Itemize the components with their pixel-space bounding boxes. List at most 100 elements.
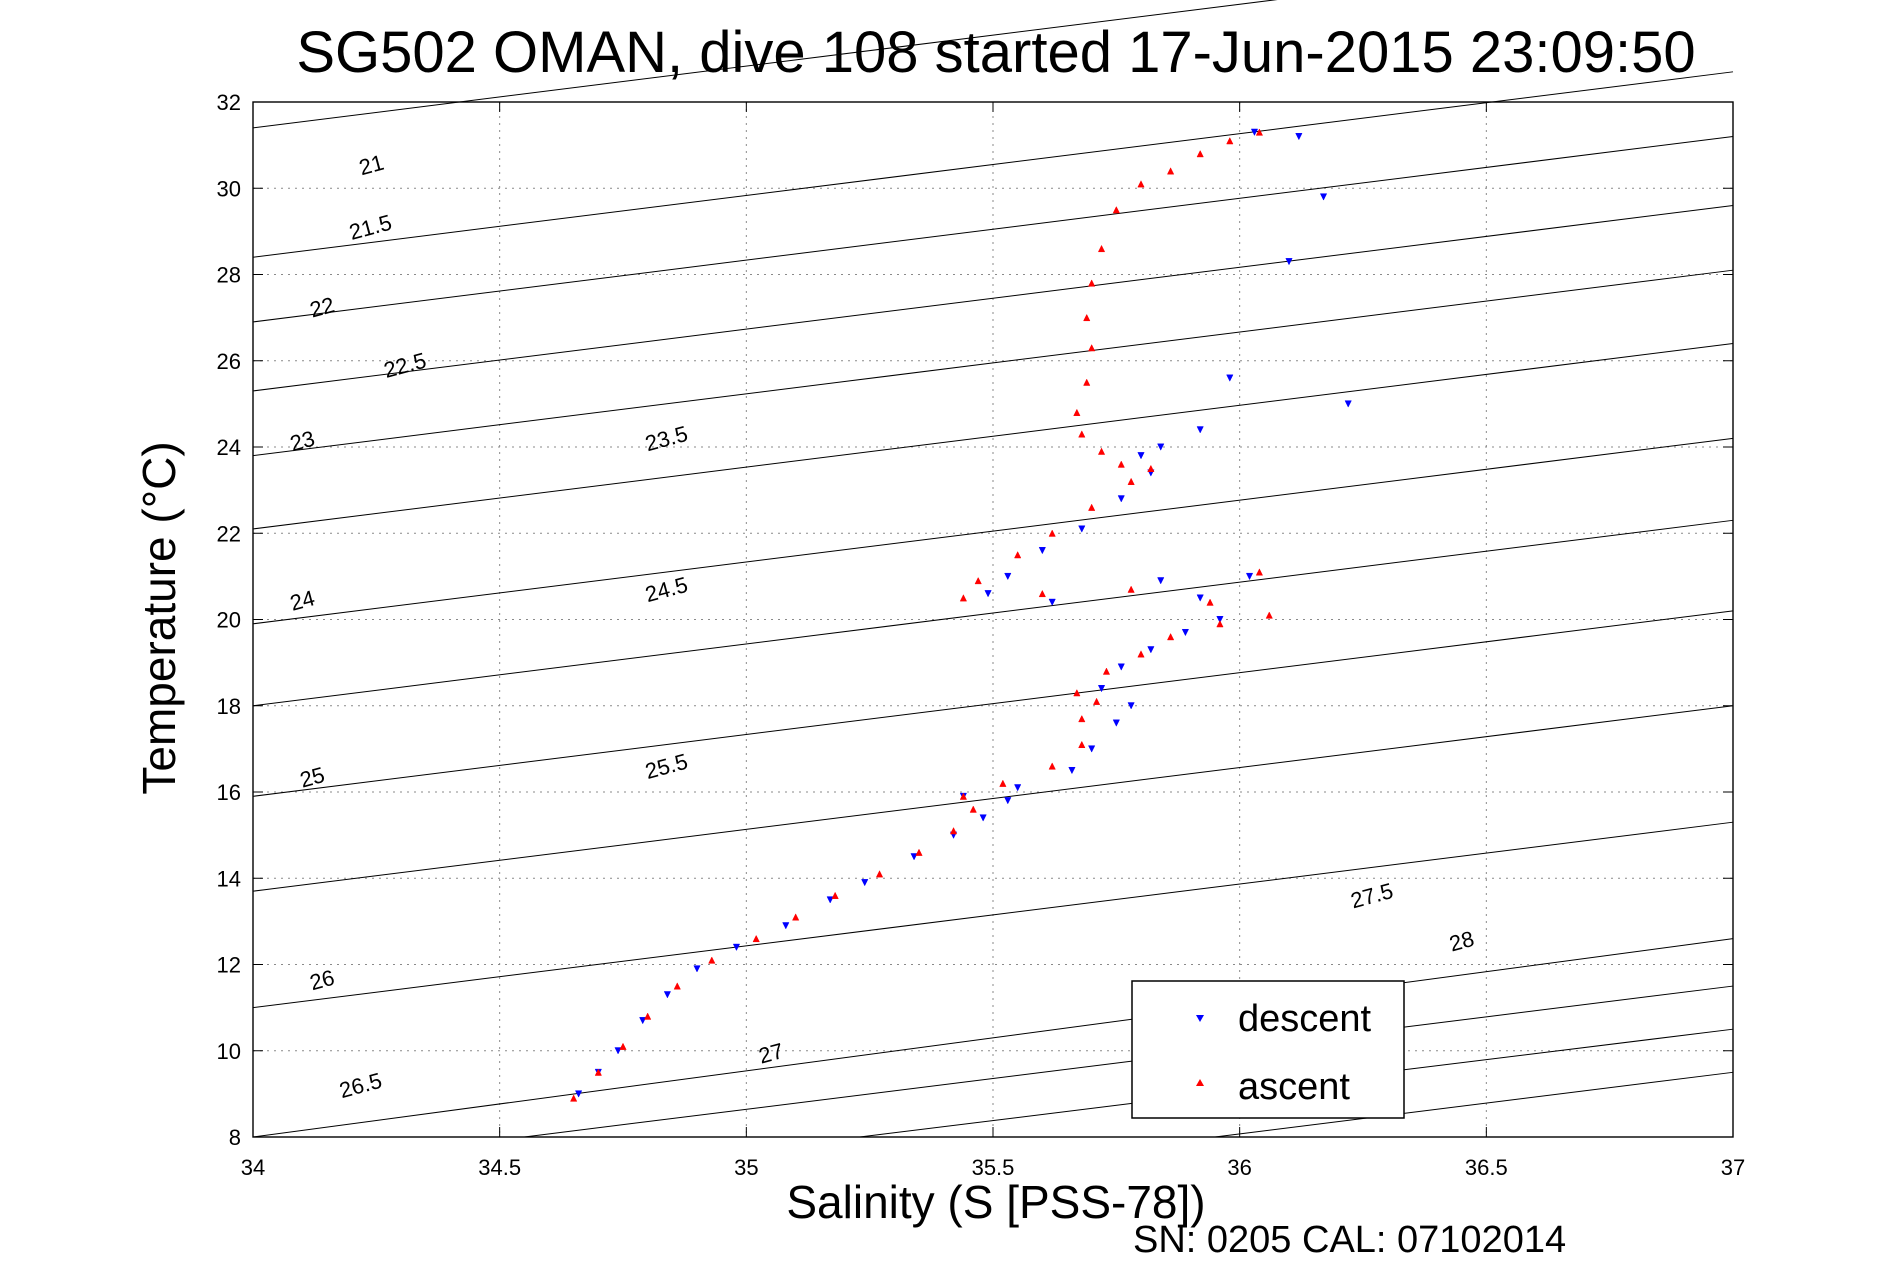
descent-point (1157, 577, 1165, 585)
contour-label: 21 (356, 150, 386, 180)
ascent-point (1206, 598, 1214, 606)
descent-point (984, 590, 992, 598)
y-tick-label: 22 (217, 521, 241, 546)
contour-label: 22 (307, 292, 337, 322)
descent-point (1127, 702, 1135, 710)
contour-line-24-5 (252, 519, 1734, 707)
ascent-point (673, 982, 681, 990)
ascent-point (644, 1012, 652, 1020)
ascent-point (1137, 650, 1145, 658)
x-tick-label: 37 (1721, 1155, 1745, 1180)
descent-point (1319, 193, 1328, 201)
ascent-point (969, 805, 977, 813)
y-tick-label: 18 (217, 694, 241, 719)
series-ascent (570, 128, 1273, 1102)
legend-box (1131, 980, 1405, 1119)
descent-point (614, 1047, 622, 1055)
x-tick-label: 34 (241, 1155, 265, 1180)
contour-label: 28 (1447, 926, 1477, 956)
ascent-point (752, 934, 760, 943)
contour-label: 26.5 (337, 1068, 385, 1103)
contour-label: 22.5 (381, 348, 429, 383)
ascent-point (570, 1094, 578, 1102)
ascent-point (959, 792, 968, 800)
ascent-point (1097, 447, 1106, 455)
descent-point (1078, 525, 1086, 533)
contour-line-23-5 (252, 343, 1734, 530)
ascent-point (1088, 344, 1096, 352)
descent-point (1245, 572, 1254, 581)
contour-line-23 (252, 269, 1734, 457)
y-tick-label: 30 (217, 176, 241, 201)
ascent-point (1255, 128, 1264, 136)
contour-line-22 (252, 136, 1734, 323)
contour-label: 25.5 (642, 749, 690, 784)
contour-line-21 (252, 0, 1278, 129)
ascent-point (1073, 408, 1081, 416)
descent-point (639, 1017, 647, 1025)
contour-line-28 (1214, 1071, 1734, 1138)
contour-label: 24.5 (642, 572, 690, 607)
chart-title: SG502 OMAN, dive 108 started 17-Jun-2015… (296, 20, 1695, 85)
ascent-point (974, 576, 982, 585)
x-tick-label: 35.5 (972, 1155, 1015, 1180)
descent-point (1157, 443, 1165, 451)
descent-point (910, 853, 918, 861)
descent-point (732, 943, 741, 952)
axes-layer: 34 34.5 35 35.5 36 36.5 37 8 10 12 14 16 18 20 22 24 26 2… (217, 90, 1746, 1180)
legend-descent-label: descent (1238, 998, 1372, 1040)
descent-point (1048, 598, 1056, 607)
ascent-point (999, 779, 1007, 787)
ascent-point (1073, 689, 1081, 697)
ascent-point (1147, 464, 1155, 473)
x-tick-label: 34.5 (478, 1155, 521, 1180)
descent-point (1004, 572, 1012, 581)
ascent-point (1166, 632, 1175, 641)
ascent-point (1083, 313, 1091, 322)
y-tick-label: 10 (217, 1039, 241, 1064)
descent-point (1196, 594, 1204, 602)
descent-point (861, 879, 869, 887)
ascent-point (594, 1068, 602, 1076)
contour-label: 27.5 (1348, 878, 1396, 913)
contour-line-26 (252, 821, 1734, 1009)
y-tick-label: 12 (217, 953, 241, 978)
contour-label: 23 (287, 426, 317, 456)
y-tick-label: 26 (217, 349, 241, 374)
ascent-point (1038, 589, 1046, 598)
legend-ascent-marker (1196, 1079, 1204, 1086)
ascent-point (1083, 378, 1091, 386)
grid-layer (252, 101, 1734, 1138)
series-layer (570, 128, 1352, 1102)
y-axis-label: Temperature (°C) (133, 441, 185, 794)
descent-point (1038, 547, 1046, 555)
ascent-point (1048, 762, 1056, 770)
descent-point (1216, 616, 1224, 624)
ascent-point (1014, 551, 1022, 559)
ascent-point (1097, 244, 1106, 253)
ascent-point (1092, 697, 1101, 705)
descent-point (1068, 766, 1076, 775)
descent-point (1285, 258, 1293, 266)
legend-descent-marker (1196, 1015, 1204, 1022)
ascent-point (1127, 585, 1135, 593)
contour-label: 26 (307, 965, 337, 995)
legend-ascent-label: ascent (1238, 1066, 1350, 1108)
descent-point (979, 814, 987, 822)
ascent-point (792, 913, 800, 921)
series-descent (574, 128, 1352, 1098)
descent-point (1004, 797, 1012, 805)
descent-point (1137, 452, 1145, 460)
descent-point (1344, 400, 1352, 408)
ascent-point (831, 891, 839, 899)
descent-point (693, 965, 701, 973)
ascent-point (1196, 149, 1204, 158)
ascent-point (1265, 611, 1273, 619)
descent-point (1117, 663, 1125, 671)
ascent-point (915, 848, 923, 856)
descent-point (1088, 745, 1096, 753)
ascent-point (1137, 180, 1145, 188)
contour-line-25 (252, 610, 1734, 797)
